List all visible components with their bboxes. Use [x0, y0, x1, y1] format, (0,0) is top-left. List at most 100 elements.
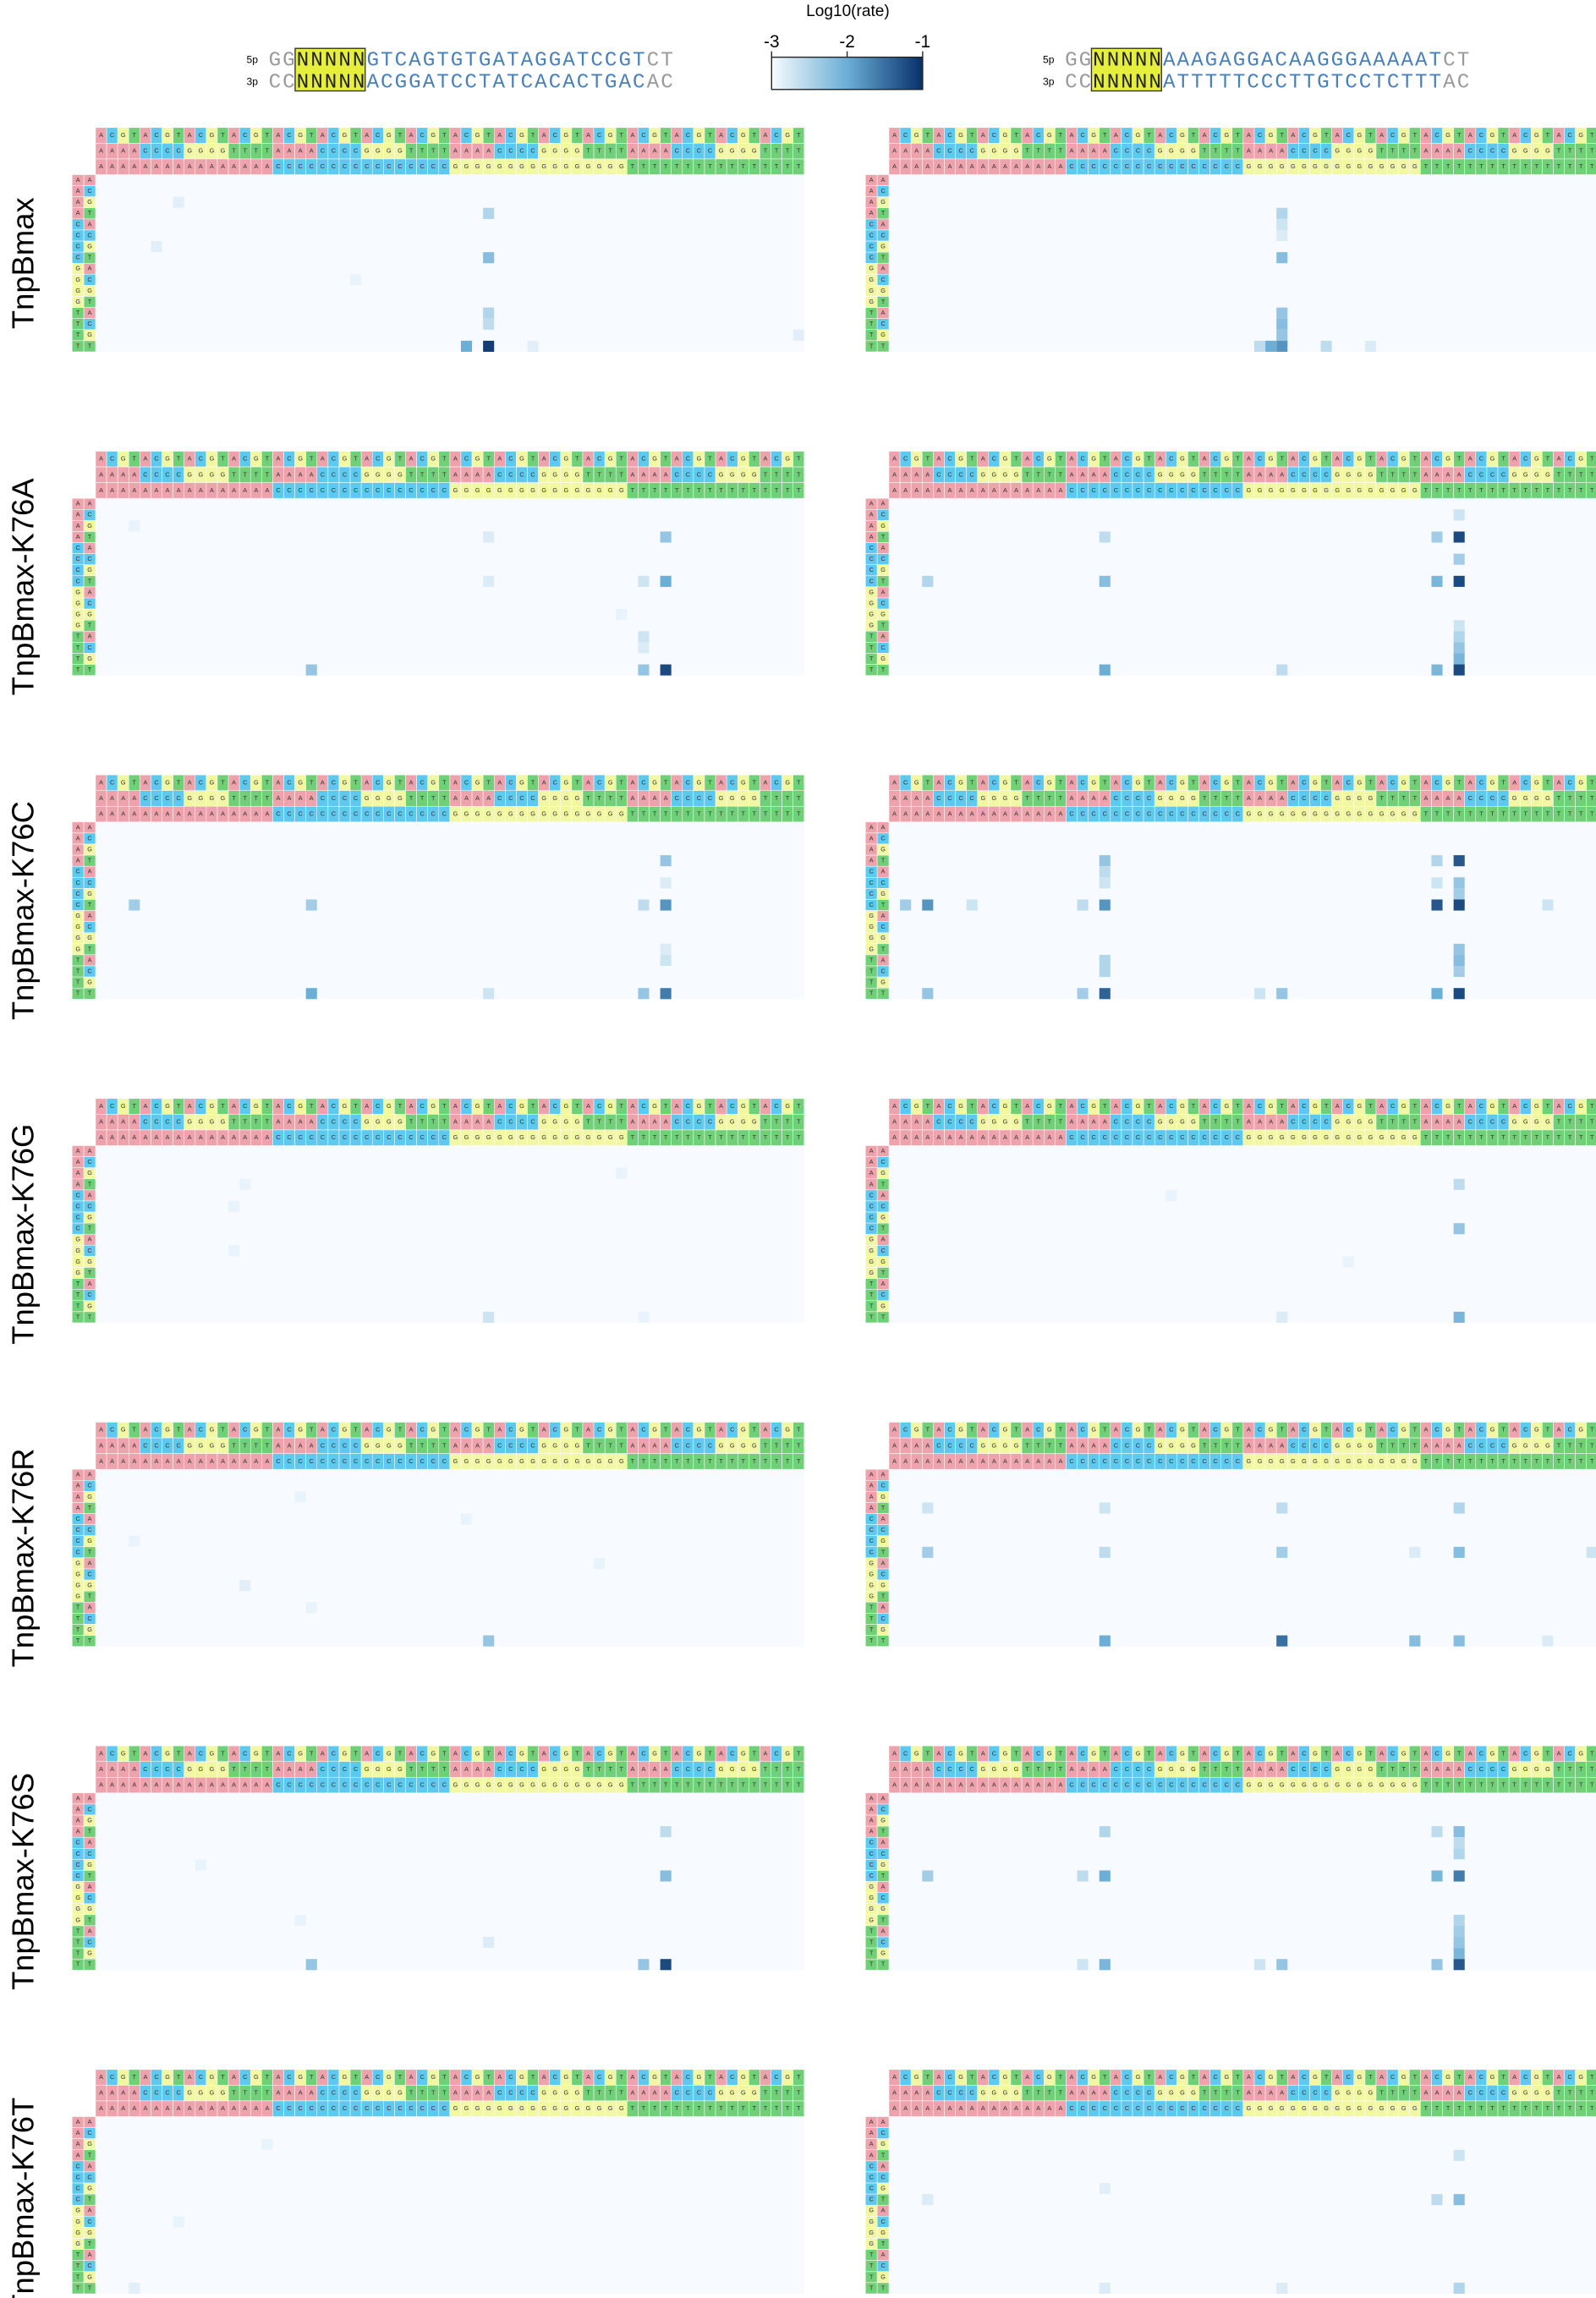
column-header-letter: T	[442, 794, 447, 802]
column-header-letter: A	[664, 470, 668, 478]
column-header-letter: A	[453, 470, 458, 478]
column-header-letter: A	[132, 486, 136, 494]
column-header-letter: A	[1025, 809, 1029, 817]
column-header-letter: T	[608, 1765, 612, 1773]
column-header-letter: A	[210, 809, 214, 817]
heatmap-cell	[1453, 899, 1465, 911]
column-header-letter: A	[1247, 1426, 1251, 1434]
column-header-letter: G	[376, 1118, 381, 1126]
column-header-letter: C	[310, 162, 314, 170]
column-header-letter: T	[1413, 1118, 1418, 1126]
column-header-letter: A	[1457, 1118, 1462, 1126]
column-header-letter: A	[1158, 778, 1162, 786]
pam-highlight	[294, 47, 366, 92]
column-header-letter: G	[608, 162, 613, 170]
column-header-letter: C	[143, 1441, 147, 1449]
column-header-letter: C	[1302, 778, 1306, 786]
row-header-letter: G	[75, 1559, 80, 1566]
column-header-letter: T	[354, 1749, 358, 1757]
column-header-letter: T	[753, 162, 757, 170]
heatmap-cell	[616, 609, 628, 621]
column-header-letter: G	[1545, 1441, 1550, 1449]
row-header-letter: G	[87, 243, 92, 250]
row-header-letter: C	[869, 1214, 874, 1221]
colorbar-tick-label: -1	[915, 32, 931, 52]
column-header-letter: A	[630, 470, 634, 478]
column-header-letter: A	[143, 1133, 147, 1141]
row-header-letter: A	[76, 1180, 80, 1187]
column-header-letter: G	[608, 131, 613, 139]
column-header-letter: C	[1214, 162, 1218, 170]
column-header-letter: C	[936, 1441, 941, 1449]
column-header-letter: G	[564, 455, 569, 463]
column-header-letter: C	[1258, 455, 1262, 463]
column-header-letter: C	[1092, 486, 1096, 494]
column-header-letter: C	[936, 147, 941, 155]
column-header-letter: C	[387, 1133, 391, 1141]
row-header-letter: T	[76, 956, 80, 963]
column-header-letter: T	[730, 1457, 734, 1465]
column-header-letter: G	[1357, 794, 1363, 802]
column-header-letter: A	[1103, 794, 1107, 802]
row-header-letter: G	[880, 1169, 886, 1176]
column-header-letter: G	[564, 131, 569, 139]
heatmap-panel: AAACAAGAATAAACACCAGCATCAAGACGAGGATGAATAC…	[864, 774, 1596, 1000]
column-header-letter: T	[786, 147, 790, 155]
heatmap-cell	[1431, 899, 1443, 911]
heatmap-cell	[660, 943, 672, 955]
panel-label: TnpBmax-K76A	[5, 478, 40, 696]
sequence-pam: NNNNN	[297, 72, 367, 95]
column-header-letter: G	[1512, 470, 1517, 478]
column-header-letter: G	[431, 778, 436, 786]
column-header-letter: C	[1324, 1441, 1328, 1449]
column-header-letter: A	[365, 1102, 369, 1110]
column-header-letter: C	[287, 778, 291, 786]
column-header-letter: T	[597, 794, 601, 802]
column-header-letter: G	[1014, 1118, 1019, 1126]
column-header-letter: C	[154, 1102, 158, 1110]
column-header-letter: C	[1147, 1118, 1151, 1126]
column-header-letter: A	[121, 1133, 125, 1141]
column-header-letter: A	[99, 1457, 103, 1465]
column-header-letter: T	[664, 1133, 668, 1141]
column-header-letter: T	[1424, 1457, 1429, 1465]
row-header-letter: T	[76, 990, 80, 997]
column-header-letter: A	[1512, 1102, 1516, 1110]
column-header-letter: C	[464, 455, 469, 463]
column-header-letter: C	[708, 147, 712, 155]
column-header-letter: C	[154, 778, 158, 786]
column-header-letter: T	[797, 1457, 801, 1465]
row-header-letter: T	[76, 655, 80, 662]
column-header-letter: T	[1457, 1426, 1462, 1434]
column-header-letter: A	[1258, 1441, 1262, 1449]
column-header-letter: T	[764, 147, 768, 155]
column-header-letter: C	[730, 455, 734, 463]
column-header-letter: C	[1214, 1133, 1218, 1141]
column-header-letter: G	[1357, 470, 1363, 478]
column-header-letter: T	[266, 147, 270, 155]
column-header-letter: C	[992, 1426, 996, 1434]
column-header-letter: A	[110, 794, 114, 802]
column-header-letter: G	[187, 470, 192, 478]
column-header-letter: T	[1214, 794, 1218, 802]
column-header-letter: C	[508, 1102, 513, 1110]
column-header-letter: A	[970, 1457, 974, 1465]
column-header-letter: G	[398, 1118, 403, 1126]
row-header-letter: T	[881, 945, 886, 952]
column-header-letter: C	[287, 162, 291, 170]
row-header-letter: A	[76, 1493, 80, 1500]
column-header-letter: C	[508, 455, 513, 463]
column-header-letter: T	[1512, 1457, 1516, 1465]
column-header-letter: C	[310, 809, 314, 817]
row-header-letter: A	[869, 1158, 874, 1165]
column-header-letter: C	[1158, 809, 1162, 817]
row-header-letter: C	[87, 1482, 91, 1489]
column-header-letter: G	[1346, 794, 1351, 802]
column-header-letter: A	[1103, 147, 1107, 155]
column-header-letter: A	[486, 1765, 491, 1773]
column-header-letter: G	[221, 1441, 226, 1449]
column-header-letter: T	[642, 486, 646, 494]
column-header-letter: T	[753, 1457, 757, 1465]
column-header-letter: G	[552, 809, 557, 817]
column-header-letter: T	[642, 162, 646, 170]
